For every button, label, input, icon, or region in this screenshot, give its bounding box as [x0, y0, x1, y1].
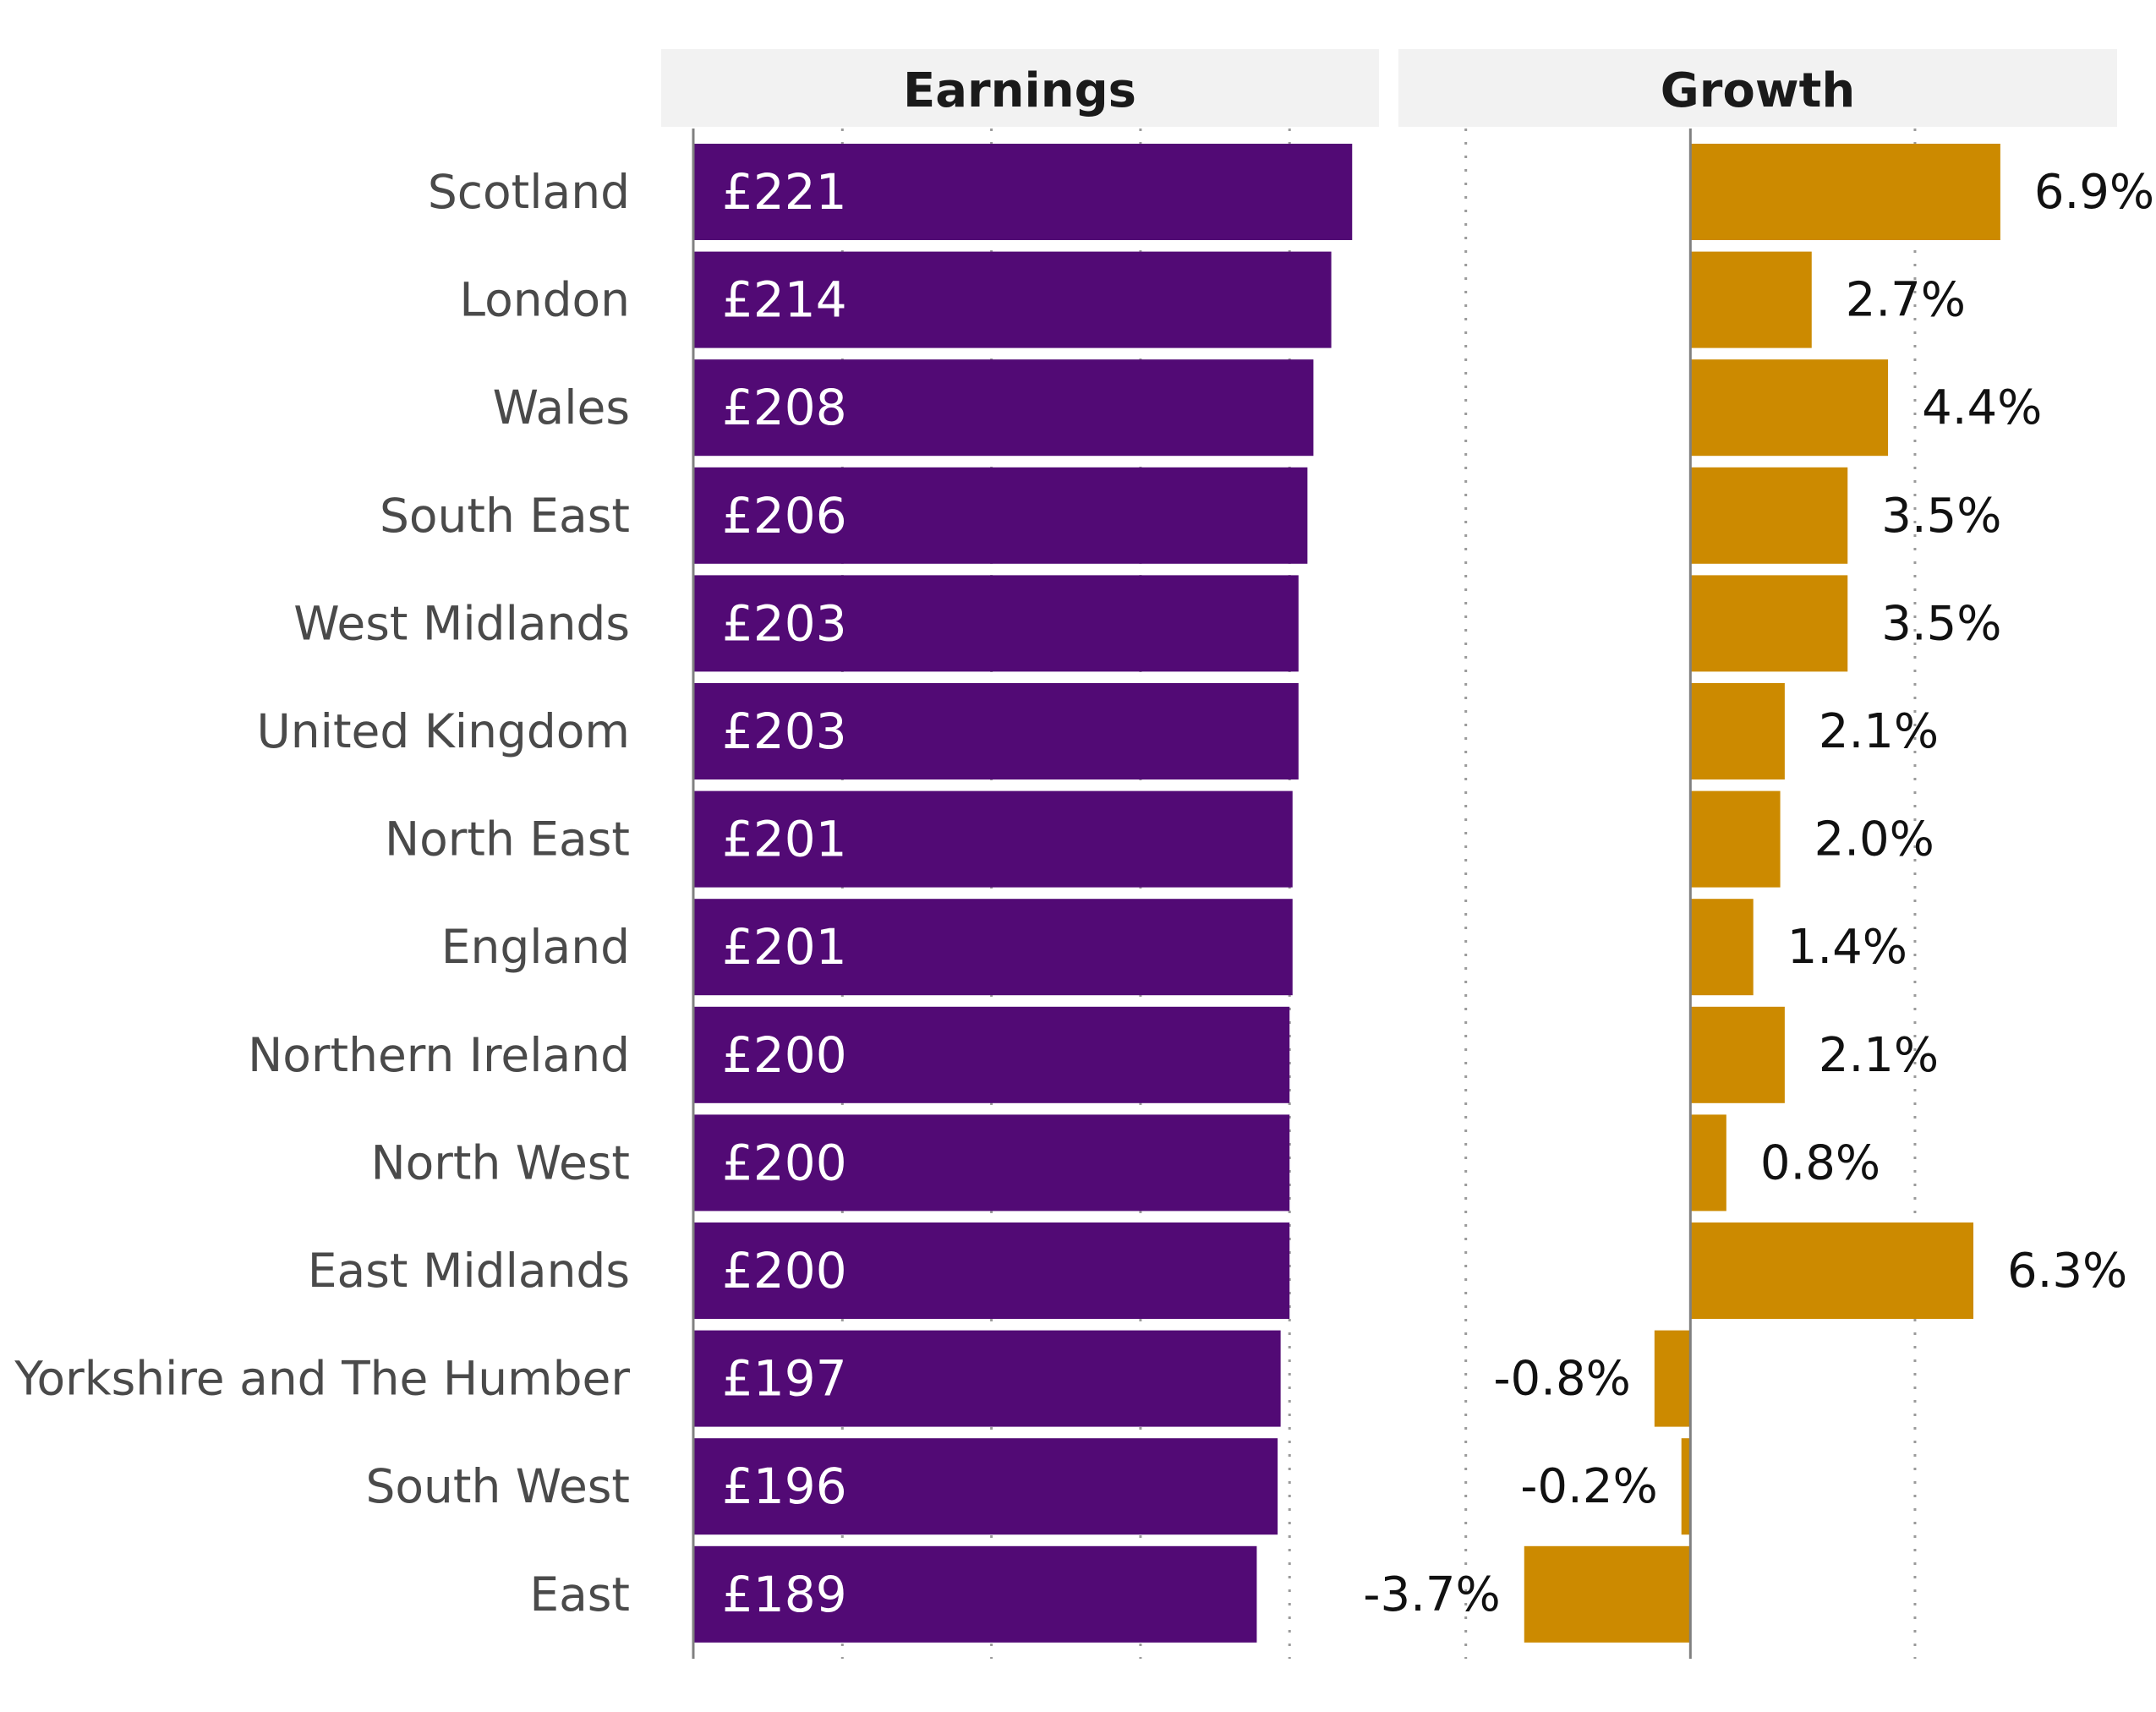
category-label: London: [459, 273, 630, 327]
earnings-data-label: £201: [722, 918, 847, 976]
growth-data-label: 6.9%: [2034, 165, 2154, 220]
earnings-bar: [693, 1545, 1257, 1643]
growth-bar: [1654, 1330, 1691, 1427]
growth-bar: [1690, 899, 1754, 996]
earnings-data-label: £189: [722, 1566, 847, 1623]
earnings-data-label: £208: [722, 379, 847, 436]
category-label: Scotland: [428, 165, 630, 219]
earnings-bar: [693, 790, 1293, 888]
growth-bar: [1690, 683, 1785, 779]
earnings-data-label: £196: [722, 1458, 847, 1515]
growth-bar: [1690, 1222, 1973, 1319]
earnings-data-label: £200: [722, 1242, 847, 1299]
growth-bar: [1690, 1114, 1726, 1212]
growth-bars: 6.9% 2.7% 4.4% 3.5% 3.5% 2.1% 2.0% 1.4% 2.1% 0.8%…: [1363, 144, 2154, 1643]
category-label: North East: [385, 812, 630, 867]
earnings-bar: [693, 1006, 1290, 1103]
growth-bar: [1524, 1545, 1691, 1643]
growth-data-label: 2.1%: [1819, 1028, 1939, 1083]
category-label: United Kingdom: [257, 704, 630, 758]
growth-data-label: 2.0%: [1814, 812, 1934, 867]
growth-data-label: 3.5%: [1881, 596, 2001, 651]
growth-data-label: 6.3%: [2007, 1244, 2127, 1299]
earnings-bar: [693, 251, 1332, 348]
earnings-panel-header: [661, 49, 1379, 127]
growth-bar: [1690, 575, 1848, 672]
panel-headers: Earnings Growth: [661, 49, 2117, 127]
growth-data-label: -0.2%: [1520, 1459, 1657, 1514]
earnings-bar: [693, 1222, 1290, 1319]
category-label: Northern Ireland: [248, 1028, 630, 1082]
growth-data-label: 2.1%: [1819, 704, 1939, 759]
earnings-data-label: £203: [722, 703, 847, 760]
growth-bar: [1690, 144, 2000, 240]
growth-data-label: 3.5%: [1881, 489, 2001, 544]
growth-data-label: 1.4%: [1787, 920, 1907, 975]
category-label: East Midlands: [308, 1244, 630, 1298]
growth-bar: [1690, 790, 1781, 888]
growth-bar: [1690, 359, 1889, 457]
earnings-data-label: £206: [722, 487, 847, 544]
category-labels: Scotland London Wales South East West Midlan…: [14, 165, 630, 1622]
earnings-bar: [693, 575, 1299, 672]
gridlines: [840, 129, 1917, 1659]
growth-bar: [1690, 251, 1812, 348]
earnings-bar: [693, 144, 1353, 240]
growth-data-label: 4.4%: [1922, 380, 2042, 435]
earnings-bar: [693, 1114, 1290, 1212]
growth-bar: [1690, 467, 1848, 564]
category-label: West Midlands: [293, 596, 630, 650]
growth-data-label: 2.7%: [1846, 273, 1966, 328]
earnings-panel-title: Earnings: [903, 63, 1136, 118]
category-label: South West: [365, 1459, 630, 1513]
earnings-data-label: £200: [722, 1134, 847, 1191]
earnings-bar: [693, 683, 1299, 779]
earnings-data-label: £214: [722, 271, 847, 329]
earnings-data-label: £201: [722, 811, 847, 868]
category-label: North West: [370, 1135, 630, 1190]
earnings-data-label: £221: [722, 163, 847, 221]
earnings-bar: [693, 1330, 1281, 1427]
growth-data-label: -3.7%: [1363, 1567, 1500, 1622]
growth-panel-title: Growth: [1661, 63, 1855, 118]
category-label: Wales: [493, 380, 630, 435]
earnings-bars: £221 £214 £208 £206 £203 £203 £201 £201 £200 £200…: [693, 144, 1353, 1643]
category-label: South East: [380, 489, 630, 543]
earnings-bar: [693, 1438, 1278, 1535]
growth-panel-header: [1398, 49, 2117, 127]
earnings-data-label: £197: [722, 1350, 847, 1408]
earnings-bar: [693, 359, 1314, 457]
earnings-data-label: £203: [722, 594, 847, 652]
category-label: Yorkshire and The Humber: [14, 1352, 630, 1406]
growth-bar: [1690, 1006, 1785, 1103]
growth-bar: [1681, 1438, 1691, 1535]
earnings-bar: [693, 467, 1308, 564]
axes: [692, 129, 1692, 1659]
earnings-bar: [693, 899, 1293, 996]
growth-data-label: 0.8%: [1760, 1135, 1880, 1190]
category-label: England: [441, 920, 630, 974]
earnings-data-label: £200: [722, 1026, 847, 1084]
growth-data-label: -0.8%: [1493, 1352, 1630, 1407]
category-label: East: [529, 1567, 630, 1622]
